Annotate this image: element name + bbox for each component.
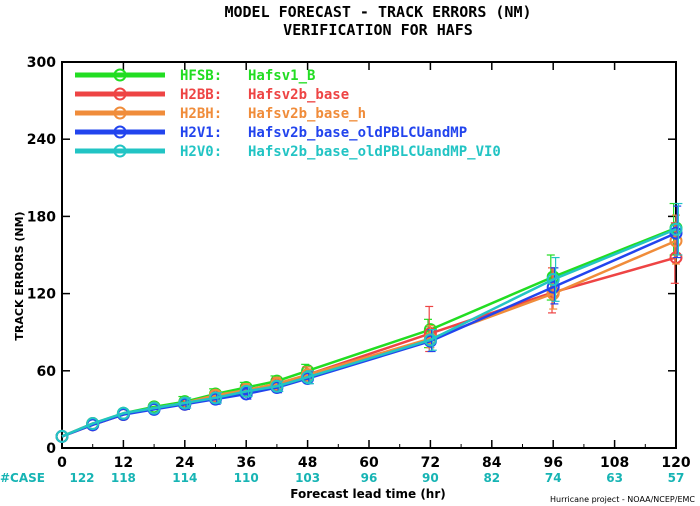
legend-name: Hafsv1_B — [248, 68, 315, 84]
x-tick-label: 108 — [600, 455, 629, 471]
x-tick-label: 36 — [236, 455, 255, 471]
x-tick-label: 72 — [421, 455, 440, 471]
data-point — [86, 417, 100, 431]
case-count: 122 — [69, 471, 94, 485]
y-tick-label: 240 — [27, 132, 56, 148]
legend-marker — [113, 144, 127, 158]
case-count: 74 — [545, 471, 562, 485]
x-tick-label: 0 — [57, 455, 67, 471]
x-tick-label: 48 — [298, 455, 317, 471]
x-tick-label: 24 — [175, 455, 195, 471]
chart-marks — [55, 202, 683, 443]
legend-code: HFSB: — [180, 68, 222, 84]
data-point — [423, 333, 437, 347]
legend-name: Hafsv2b_base_oldPBLCUandMP_VI0 — [248, 144, 501, 160]
data-point — [546, 280, 560, 294]
data-point — [270, 379, 284, 393]
y-tick-label: 180 — [27, 209, 56, 225]
plot-area: 0 12 24 36 48 60 72 84 96 108 120 0 60 120 180 240 300 — [27, 55, 691, 471]
chart-subtitle: VERIFICATION FOR HAFS — [283, 21, 473, 39]
case-count: 103 — [295, 471, 320, 485]
y-tick-label: 120 — [27, 287, 56, 303]
case-count: 82 — [483, 471, 500, 485]
legend-name: Hafsv2b_base — [248, 87, 349, 103]
data-point — [301, 370, 315, 384]
legend-marker — [113, 106, 127, 120]
x-tick-label: 120 — [661, 455, 690, 471]
case-count: 90 — [422, 471, 439, 485]
y-tick-label: 0 — [46, 441, 56, 457]
y-axis-label: TRACK ERRORS (NM) — [13, 211, 26, 340]
legend-code: H2BH: — [180, 106, 222, 122]
case-count: 57 — [668, 471, 685, 485]
series-h2v1 — [55, 205, 683, 443]
x-axis-label: Forecast lead time (hr) — [290, 487, 446, 501]
data-point — [116, 406, 130, 420]
legend-marker — [113, 87, 127, 101]
data-point — [669, 222, 683, 236]
x-tick-label: 60 — [359, 455, 379, 471]
legend-name: Hafsv2b_base_h — [248, 106, 366, 122]
y-tick-label: 300 — [27, 55, 56, 71]
case-count: 96 — [361, 471, 378, 485]
legend-code: H2V1: — [180, 125, 222, 141]
series-line — [61, 228, 677, 438]
case-counts: #CASE 122 118 114 110 103 96 90 82 74 63 57 — [0, 471, 684, 485]
x-tick-label: 12 — [114, 455, 133, 471]
legend-name: Hafsv2b_base_oldPBLCUandMP — [248, 125, 467, 141]
data-point — [147, 401, 161, 415]
legend-marker — [113, 125, 127, 139]
case-count: 114 — [172, 471, 197, 485]
chart-title: MODEL FORECAST - TRACK ERRORS (NM) — [224, 3, 531, 21]
case-count: 110 — [234, 471, 259, 485]
legend-code: H2BB: — [180, 87, 222, 103]
case-count: 63 — [606, 471, 623, 485]
data-point — [209, 391, 222, 405]
series-line — [61, 226, 677, 438]
case-label: #CASE — [0, 471, 45, 485]
data-point — [669, 226, 683, 240]
x-tick-label: 96 — [543, 455, 562, 471]
series-h2v0 — [55, 202, 683, 443]
legend: HFSB: Hafsv1_B H2BB: Hafsv2b_base H2BH: Hafsv… — [75, 68, 501, 160]
credit-text: Hurricane project - NOAA/NCEP/EMC — [550, 495, 695, 504]
legend-marker — [113, 68, 127, 82]
y-tick-label: 60 — [37, 364, 57, 380]
data-point — [239, 384, 253, 398]
data-point — [55, 429, 69, 443]
case-count: 118 — [111, 471, 136, 485]
data-point — [546, 272, 560, 286]
legend-code: H2V0: — [180, 144, 222, 160]
data-point — [178, 396, 192, 410]
plot-frame — [61, 61, 677, 449]
x-tick-label: 84 — [482, 455, 502, 471]
